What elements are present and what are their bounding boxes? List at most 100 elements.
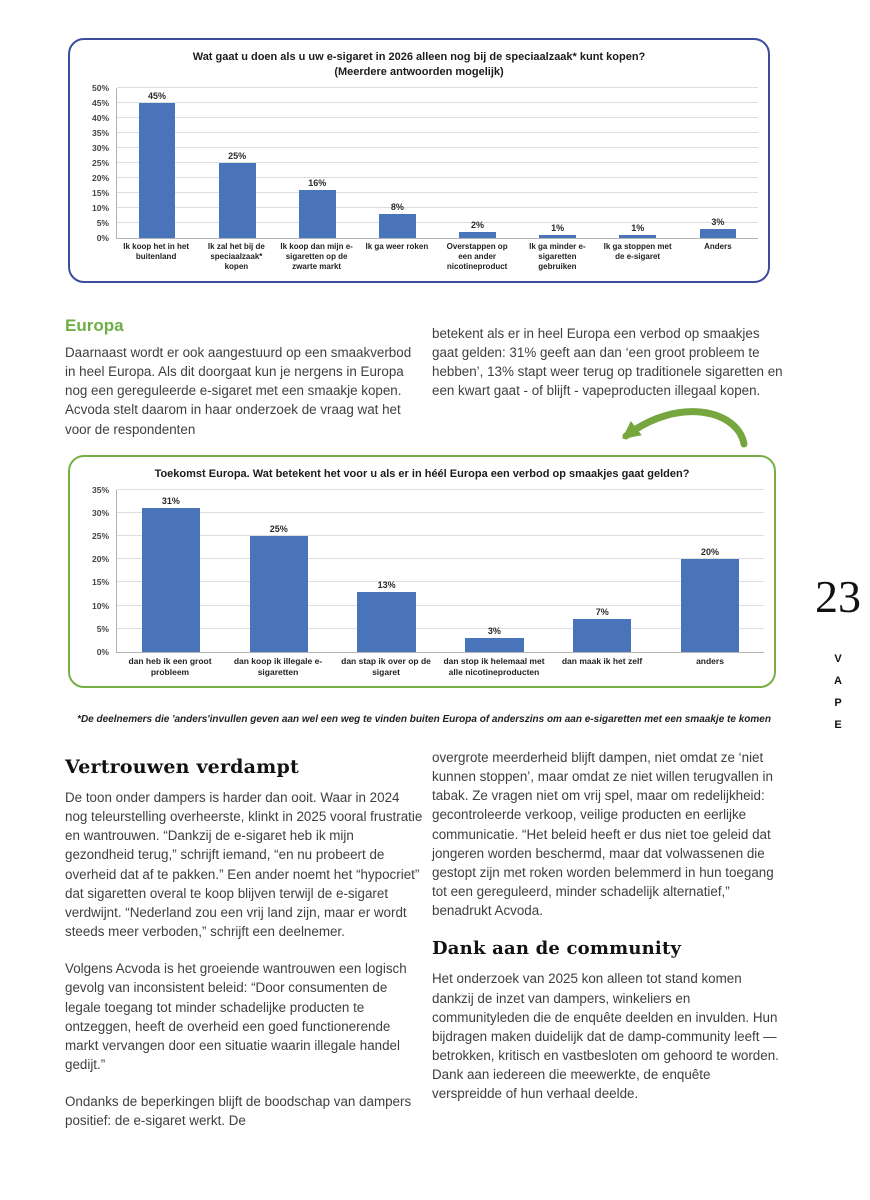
gridline bbox=[117, 627, 764, 629]
bar-column: 13% bbox=[333, 490, 441, 652]
bar-value-label: 20% bbox=[701, 547, 720, 558]
x-axis-labels: dan heb ik een groot probleem dan koop ik… bbox=[116, 652, 764, 678]
plot-area: 31% 25% 13% 3% 7% 20% bbox=[116, 488, 764, 653]
x-axis-label: Ik ga minder e-sigaretten gebruiken bbox=[529, 241, 586, 272]
x-axis-label: Ik ga weer roken bbox=[365, 241, 429, 251]
bar-value-label: 45% bbox=[148, 90, 167, 101]
gridline bbox=[117, 581, 764, 583]
chart-plot-row: 0% 5% 10% 15% 20% 25% 30% 35% 31% 25% 13% 3% 7% 20% bbox=[80, 485, 764, 657]
y-tick-label: 15% bbox=[91, 187, 109, 198]
vape-letter: P bbox=[834, 697, 842, 709]
x-axis-label: Overstappen op een ander nicotineproduct bbox=[446, 241, 508, 272]
bar-value-label: 25% bbox=[269, 524, 288, 535]
bar-value-label: 13% bbox=[377, 579, 396, 590]
vape-letter: V bbox=[834, 653, 842, 665]
paragraph: Het onderzoek van 2025 kon alleen tot st… bbox=[432, 971, 779, 1102]
x-axis-label: dan heb ik een groot probleem bbox=[128, 655, 212, 677]
gridline bbox=[117, 191, 758, 193]
vertrouwen-section-left: Vertrouwen verdampt De toon onder damper… bbox=[65, 756, 423, 1149]
bar-value-label: 3% bbox=[487, 625, 501, 636]
x-axis-label: dan koop ik illegale e-sigaretten bbox=[233, 655, 323, 677]
chart-toekomst-europa: Toekomst Europa. Wat betekent het voor u… bbox=[68, 455, 776, 688]
bar-column: 16% bbox=[277, 88, 357, 238]
bar bbox=[539, 234, 577, 238]
paragraph: betekent als er in heel Europa een verbo… bbox=[432, 326, 783, 399]
bar bbox=[138, 102, 176, 238]
x-axis-label: Ik koop het in het buitenland bbox=[123, 241, 190, 262]
bar-column: 1% bbox=[598, 88, 678, 238]
y-tick-label: 20% bbox=[91, 172, 109, 183]
europa-heading: Europa bbox=[65, 316, 124, 335]
bar-value-label: 25% bbox=[228, 150, 247, 161]
gridline bbox=[117, 176, 758, 178]
y-tick-label: 0% bbox=[96, 232, 109, 243]
y-tick-label: 10% bbox=[91, 600, 109, 611]
bar-column: 25% bbox=[225, 490, 333, 652]
y-tick-label: 30% bbox=[91, 508, 109, 518]
gridline bbox=[117, 86, 758, 88]
gridline bbox=[117, 535, 764, 537]
bars-group: 45% 25% 16% 8% 2% 1% 1% 3% bbox=[117, 88, 758, 238]
bar-column: 3% bbox=[678, 88, 758, 238]
bar bbox=[249, 536, 308, 652]
y-tick-label: 30% bbox=[91, 142, 109, 153]
europa-section-left: Europa Daarnaast wordt er ook aangestuur… bbox=[65, 316, 417, 457]
gridline bbox=[117, 488, 764, 490]
plot-area: 45% 25% 16% 8% 2% 1% 1% 3% bbox=[116, 86, 758, 239]
dank-heading: Dank aan de community bbox=[432, 938, 682, 960]
bars-group: 31% 25% 13% 3% 7% 20% bbox=[117, 490, 764, 652]
y-tick-label: 50% bbox=[91, 82, 109, 93]
bar bbox=[465, 637, 524, 652]
y-tick-label: 35% bbox=[91, 127, 109, 138]
bar-value-label: 3% bbox=[711, 216, 725, 227]
bar-column: 45% bbox=[117, 88, 197, 238]
bar-value-label: 2% bbox=[471, 219, 485, 230]
paragraph: De toon onder dampers is harder dan ooit… bbox=[65, 790, 423, 940]
chart-title: Wat gaat u doen als u uw e-sigaret in 20… bbox=[80, 50, 758, 80]
bar bbox=[357, 591, 416, 652]
y-tick-label: 15% bbox=[91, 577, 109, 588]
bar-value-label: 8% bbox=[390, 201, 404, 212]
chart-title-line1: Wat gaat u doen als u uw e-sigaret in 20… bbox=[192, 51, 646, 63]
x-axis-label: Ik koop dan mijn e-sigaretten op de zwar… bbox=[280, 241, 353, 272]
gridline bbox=[117, 161, 758, 163]
gridline bbox=[117, 206, 758, 208]
x-axis-labels: Ik koop het in het buitenland Ik zal het … bbox=[116, 238, 758, 273]
paragraph: overgrote meerderheid blijft dampen, nie… bbox=[432, 750, 774, 919]
y-tick-label: 0% bbox=[96, 646, 109, 657]
vape-vertical-label: V A P E bbox=[826, 648, 850, 736]
gridline bbox=[117, 604, 764, 606]
europa-section-right: betekent als er in heel Europa een verbo… bbox=[432, 324, 784, 419]
y-tick-label: 5% bbox=[96, 217, 109, 228]
x-axis-label: Anders bbox=[704, 241, 732, 251]
bar-column: 8% bbox=[357, 88, 437, 238]
gridline bbox=[117, 101, 758, 103]
chart-title: Toekomst Europa. Wat betekent het voor u… bbox=[80, 467, 764, 482]
y-tick-label: 35% bbox=[91, 484, 109, 495]
chart-footnote: *De deelnemers die 'anders'invullen geve… bbox=[77, 714, 771, 725]
gridline bbox=[117, 146, 758, 148]
bar bbox=[298, 189, 336, 238]
x-axis-label: dan stop ik helemaal met alle nicotinepr… bbox=[443, 655, 545, 677]
y-axis: 0% 5% 10% 15% 20% 25% 30% 35% bbox=[80, 485, 116, 657]
bar-column: 2% bbox=[438, 88, 518, 238]
bar-value-label: 31% bbox=[161, 496, 180, 507]
bar-column: 31% bbox=[117, 490, 225, 652]
y-tick-label: 20% bbox=[91, 554, 109, 565]
right-column: overgrote meerderheid blijft dampen, nie… bbox=[432, 748, 784, 1122]
bar-column: 20% bbox=[656, 490, 764, 652]
x-axis-label: anders bbox=[696, 655, 724, 666]
bar-value-label: 7% bbox=[595, 607, 609, 618]
vape-letter: A bbox=[834, 675, 842, 687]
bar bbox=[699, 228, 737, 238]
x-axis-label: Ik zal het bij de speciaalzaak* kopen bbox=[207, 241, 265, 272]
bar-value-label: 1% bbox=[551, 222, 565, 233]
bar-column: 7% bbox=[548, 490, 656, 652]
paragraph: Ondanks de beperkingen blijft de boodsch… bbox=[65, 1094, 412, 1129]
bar bbox=[680, 559, 740, 652]
y-axis: 0% 5% 10% 15% 20% 25% 30% 35% 40% 45% 50% bbox=[80, 83, 116, 243]
y-tick-label: 10% bbox=[91, 202, 109, 213]
page-number: 23 bbox=[815, 571, 861, 622]
bar bbox=[573, 619, 632, 652]
